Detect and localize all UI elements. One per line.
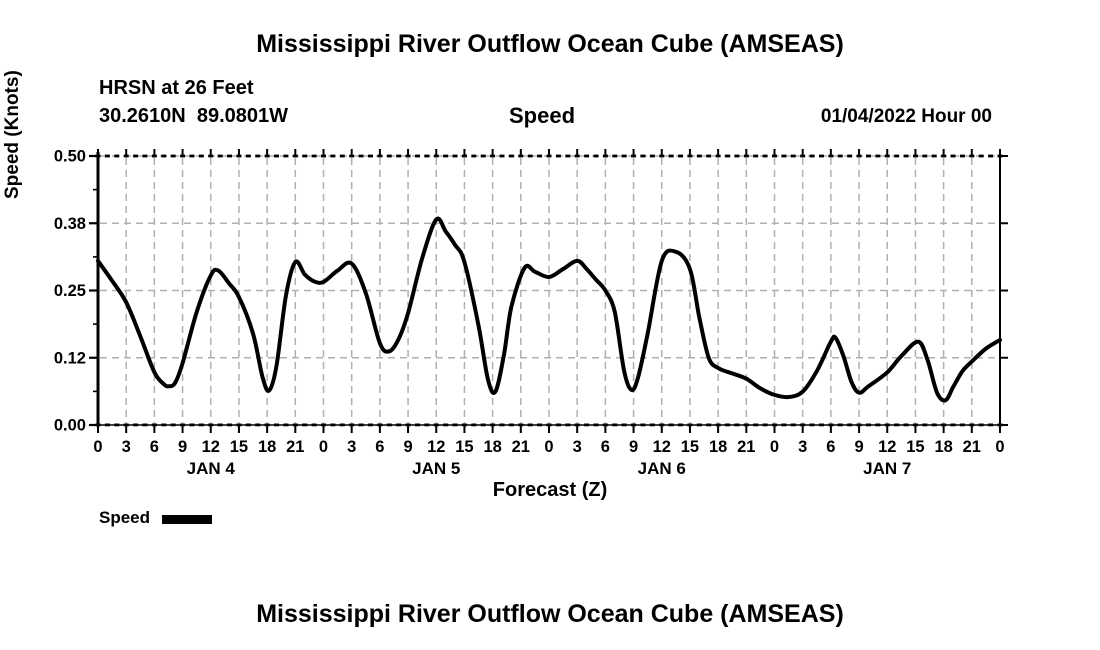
tick-label: 0.25 bbox=[54, 282, 86, 300]
x-axis-title: Forecast (Z) bbox=[492, 479, 608, 501]
tick-label: 12 bbox=[878, 438, 896, 456]
tick-label: JAN 6 bbox=[638, 459, 686, 478]
tick-label: 9 bbox=[854, 438, 863, 456]
tick-label: 3 bbox=[122, 438, 131, 456]
tick-label: 18 bbox=[934, 438, 952, 456]
grid-lines bbox=[100, 155, 999, 424]
tick-label: 21 bbox=[963, 438, 981, 456]
tick-label: 6 bbox=[375, 438, 384, 456]
tick-label: 0 bbox=[770, 438, 779, 456]
tick-label: 21 bbox=[737, 438, 755, 456]
tick-label: 0.12 bbox=[54, 349, 86, 367]
tick-label: 18 bbox=[483, 438, 501, 456]
tick-label: 0 bbox=[995, 438, 1004, 456]
tick-label: 6 bbox=[826, 438, 835, 456]
tick-label: 3 bbox=[573, 438, 582, 456]
tick-label: 6 bbox=[150, 438, 159, 456]
tick-label: 15 bbox=[230, 438, 248, 456]
tick-label: 0.38 bbox=[54, 215, 86, 233]
variable-label: Speed bbox=[509, 103, 576, 128]
tick-label: JAN 5 bbox=[412, 459, 460, 478]
major-ticks bbox=[89, 149, 1008, 433]
tick-label: 9 bbox=[629, 438, 638, 456]
tick-label: 0 bbox=[93, 438, 102, 456]
run-date-label: 01/04/2022 Hour 00 bbox=[820, 106, 992, 127]
tick-label: JAN 4 bbox=[187, 459, 236, 478]
day-labels: JAN 4 JAN 5 JAN 6 JAN 7 bbox=[187, 459, 912, 478]
tick-label: 18 bbox=[709, 438, 727, 456]
tick-label: 15 bbox=[906, 438, 924, 456]
tick-label: 0 bbox=[319, 438, 328, 456]
speed-curve bbox=[96, 216, 1002, 403]
legend-label: Speed bbox=[99, 508, 151, 527]
tick-label: 0.00 bbox=[54, 417, 86, 435]
station-label: HRSN at 26 Feet bbox=[99, 77, 254, 99]
tick-label: 0 bbox=[544, 438, 553, 456]
tick-label: 0.50 bbox=[54, 148, 86, 166]
axis-tick-labels: 0.00 0.12 0.25 0.38 0.50 0 3 6 9 12 15 18 21 0 3 6 9 12 15… bbox=[54, 148, 1005, 457]
coordinates-label: 30.2610N 89.0801W bbox=[99, 105, 289, 127]
tick-label: 9 bbox=[178, 438, 187, 456]
tick-label: 12 bbox=[427, 438, 445, 456]
tick-label: 12 bbox=[653, 438, 671, 456]
tick-label: 12 bbox=[202, 438, 220, 456]
tick-label: 3 bbox=[798, 438, 807, 456]
tick-label: 21 bbox=[286, 438, 304, 456]
tick-label: 18 bbox=[258, 438, 276, 456]
tick-label: 15 bbox=[455, 438, 473, 456]
tick-label: 21 bbox=[512, 438, 530, 456]
tick-label: 15 bbox=[681, 438, 699, 456]
tick-label: JAN 7 bbox=[863, 459, 911, 478]
chart-title-bottom: Mississippi River Outflow Ocean Cube (AM… bbox=[256, 600, 844, 628]
tick-label: 6 bbox=[601, 438, 610, 456]
tick-label: 9 bbox=[403, 438, 412, 456]
tick-label: 3 bbox=[347, 438, 356, 456]
legend-line-swatch bbox=[162, 515, 212, 524]
chart-title-top: Mississippi River Outflow Ocean Cube (AM… bbox=[256, 30, 844, 58]
